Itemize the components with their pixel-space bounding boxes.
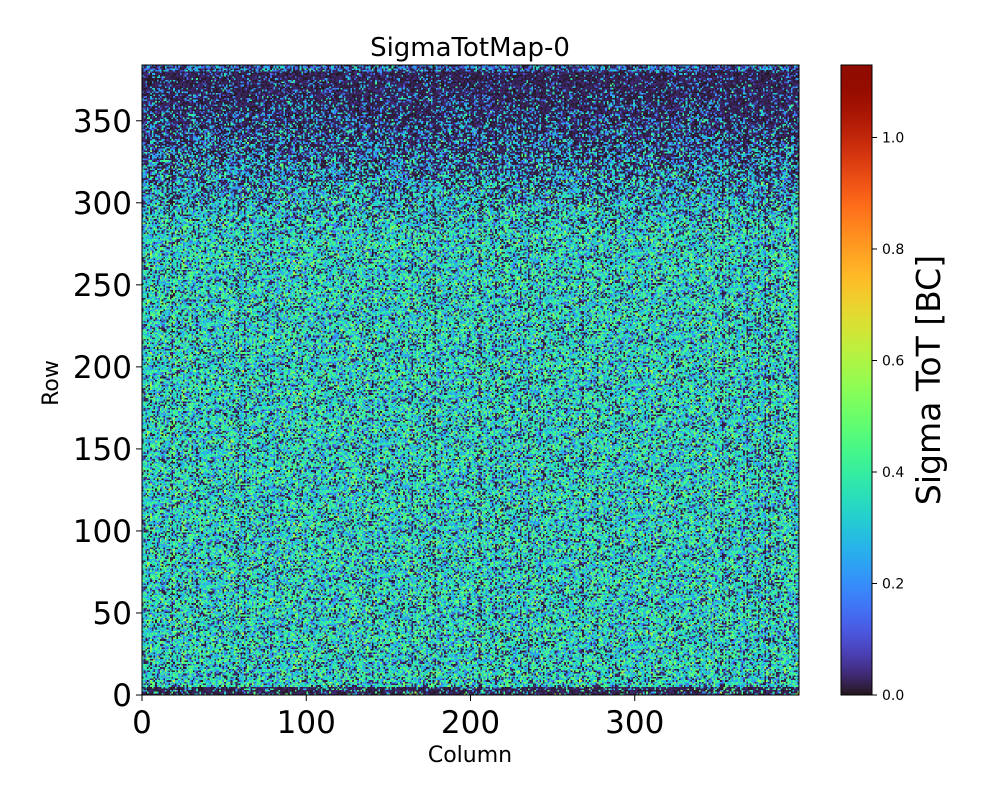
y-tick-label: 250 xyxy=(73,268,132,304)
colorbar-ticks: 0.0 0.2 0.4 0.6 0.8 1.0 xyxy=(872,130,904,704)
colorbar-tick-label: 0.6 xyxy=(882,353,904,369)
y-tick-label: 200 xyxy=(73,350,132,386)
x-axis-ticks: 0 100 200 300 xyxy=(132,695,664,741)
heatmap-image xyxy=(142,65,799,695)
x-axis-label: Column xyxy=(428,743,512,768)
y-tick-label: 350 xyxy=(73,104,132,140)
colorbar-label: Sigma ToT [BC] xyxy=(909,255,948,505)
colorbar-tick-label: 0.2 xyxy=(882,576,904,592)
y-axis-ticks: 0 50 100 150 200 250 300 350 xyxy=(73,104,142,714)
y-tick-label: 0 xyxy=(112,678,132,714)
y-tick-label: 300 xyxy=(73,186,132,222)
x-tick-label: 100 xyxy=(277,705,336,741)
y-tick-label: 50 xyxy=(93,596,132,632)
y-axis-label: Row xyxy=(39,360,64,406)
colorbar-tick-label: 0.8 xyxy=(882,242,904,258)
colorbar-gradient xyxy=(841,65,872,695)
x-tick-label: 0 xyxy=(132,705,152,741)
colorbar-tick-label: 1.0 xyxy=(882,130,904,146)
x-tick-label: 200 xyxy=(441,705,500,741)
colorbar-tick-label: 0.0 xyxy=(882,688,904,704)
y-tick-label: 100 xyxy=(73,514,132,550)
colorbar-frame xyxy=(840,64,873,696)
y-tick-label: 150 xyxy=(73,432,132,468)
colorbar-tick-label: 0.4 xyxy=(882,465,904,481)
x-tick-label: 300 xyxy=(605,705,664,741)
chart-title: SigmaTotMap-0 xyxy=(370,33,570,63)
